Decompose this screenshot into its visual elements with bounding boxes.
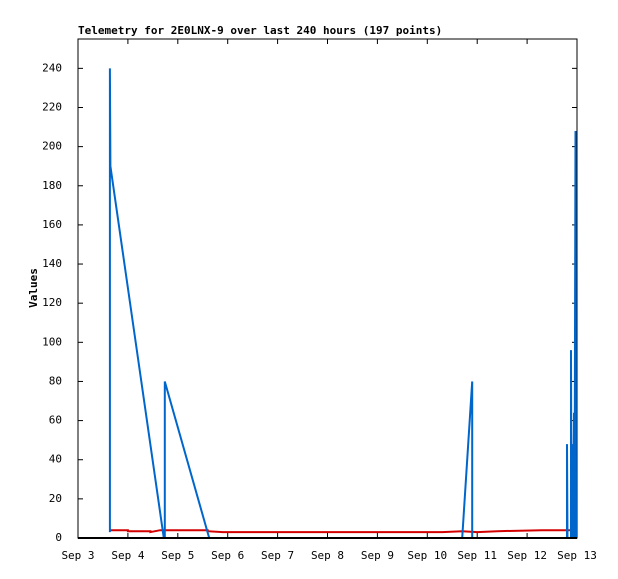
x-tick-label: Sep 3 [61,549,94,562]
y-tick-label: 140 [42,257,62,270]
x-tick-label: Sep 6 [211,549,244,562]
chart-title: Telemetry for 2E0LNX-9 over last 240 hou… [78,24,442,37]
y-tick-label: 120 [42,296,62,309]
y-tick-label: 20 [49,492,62,505]
x-tick-label: Sep 7 [261,549,294,562]
x-tick-label: Sep 4 [111,549,144,562]
y-tick-label: 200 [42,140,62,153]
y-tick-label: 240 [42,61,62,74]
y-tick-label: 80 [49,374,62,387]
y-tick-label: 0 [55,531,62,544]
y-tick-label: 160 [42,218,62,231]
x-tick-label: Sep 10 [407,549,447,562]
y-tick-label: 60 [49,414,62,427]
y-tick-label: 220 [42,100,62,113]
y-tick-label: 180 [42,179,62,192]
y-axis-label: Values [27,268,40,308]
x-tick-label: Sep 8 [311,549,344,562]
series-line [109,529,572,534]
x-tick-label: Sep 9 [361,549,394,562]
y-tick-label: 100 [42,335,62,348]
x-tick-label: Sep 5 [161,549,194,562]
x-tick-label: Sep 11 [457,549,497,562]
x-tick-label: Sep 13 [557,549,597,562]
x-tick-label: Sep 12 [507,549,547,562]
y-tick-label: 40 [49,453,62,466]
